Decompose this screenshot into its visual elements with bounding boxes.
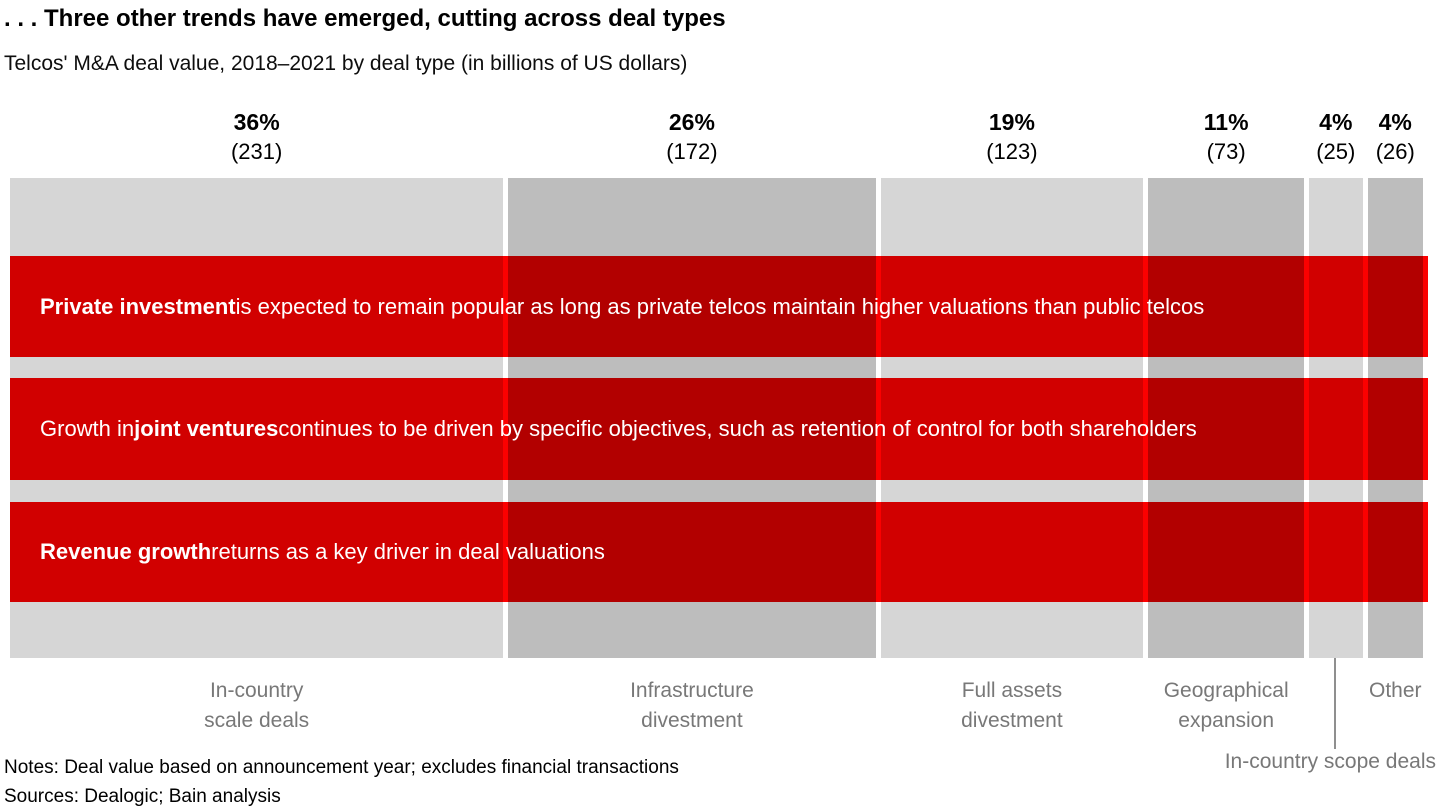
mosaic-cell xyxy=(1148,502,1305,602)
page-title: . . . Three other trends have emerged, c… xyxy=(4,5,726,32)
mosaic-cell xyxy=(1367,378,1424,480)
pct-value: 19% xyxy=(988,109,1035,135)
column-headers: 36% (231) 26% (172) 19% (123) 11% (73) 4… xyxy=(10,106,1428,166)
label-full-assets-divestment: Full assets divestment xyxy=(961,679,1063,732)
label-in-country-scale-deals: In-country scale deals xyxy=(204,679,310,732)
total-value: (25) xyxy=(1316,139,1356,164)
notes-text: Notes: Deal value based on announcement … xyxy=(4,757,679,778)
pct-value: 11% xyxy=(1203,109,1249,135)
mosaic-cell xyxy=(880,480,1144,502)
column-header-geographical: 11% (73) xyxy=(1148,106,1304,166)
mosaic-cell xyxy=(508,357,876,378)
band-description: continues to be driven by specific objec… xyxy=(278,416,1197,441)
band-row-private-investment: Private investment is expected to remain… xyxy=(10,256,1428,357)
mosaic-cell xyxy=(1309,178,1363,256)
pct-value: 26% xyxy=(668,109,715,135)
mosaic-row-top-gray xyxy=(10,178,1428,256)
mosaic-cell xyxy=(1309,378,1363,480)
band-row-joint-ventures: Growth in joint ventures continues to be… xyxy=(10,378,1428,480)
mosaic-cell xyxy=(10,357,504,378)
pct-value: 4% xyxy=(1378,109,1412,135)
mosaic-cell xyxy=(10,480,504,502)
mosaic-cell xyxy=(1148,378,1305,480)
band-keyword: Revenue growth xyxy=(40,539,212,564)
mosaic-cell xyxy=(1309,256,1363,357)
band-prefix: Growth in xyxy=(40,416,135,441)
total-value: (231) xyxy=(230,139,283,164)
label-in-country-scope-deals: In-country scope deals xyxy=(1224,750,1436,773)
band-description: is expected to remain popular as long as… xyxy=(235,293,1205,319)
label-geographical-expansion: Geographical expansion xyxy=(1163,679,1289,732)
total-value: (26) xyxy=(1375,139,1415,164)
mosaic-cell xyxy=(10,378,504,480)
mosaic-cell xyxy=(508,256,876,357)
band-text-joint-ventures: Growth in joint ventures continues to be… xyxy=(10,378,1428,480)
total-value: (123) xyxy=(986,139,1038,164)
mosaic-cell xyxy=(508,502,876,602)
pct-value: 36% xyxy=(233,109,280,135)
column-header-in-country-scale: 36% (231) xyxy=(10,106,503,166)
label-infrastructure-divestment: Infrastructure divestment xyxy=(630,679,754,732)
mosaic-cell xyxy=(880,602,1144,658)
band-keyword: joint ventures xyxy=(134,416,279,441)
column-header-infrastructure: 26% (172) xyxy=(508,106,875,166)
band-description: returns as a key driver in deal valuatio… xyxy=(211,539,605,564)
mosaic-chart: Private investment is expected to remain… xyxy=(10,178,1428,658)
chart-subtitle: Telcos' M&A deal value, 2018–2021 by dea… xyxy=(4,52,688,75)
mosaic-cell xyxy=(1148,480,1305,502)
band-text-private-investment: Private investment is expected to remain… xyxy=(10,256,1428,357)
mosaic-cell xyxy=(508,480,876,502)
band-keyword: Private investment xyxy=(40,293,236,319)
mosaic-cell xyxy=(1367,256,1424,357)
mosaic-cell xyxy=(1148,357,1305,378)
callout-line xyxy=(1334,658,1336,749)
mosaic-cell xyxy=(1367,357,1424,378)
mosaic-cell xyxy=(880,502,1144,602)
mosaic-row-gap-2 xyxy=(10,480,1428,502)
mosaic-cell xyxy=(1148,602,1305,658)
band-row-revenue-growth: Revenue growth returns as a key driver i… xyxy=(10,502,1428,602)
mosaic-cell xyxy=(10,256,504,357)
mosaic-cell xyxy=(1367,178,1424,256)
mosaic-row-bottom-gray xyxy=(10,602,1428,658)
band-text-revenue-growth: Revenue growth returns as a key driver i… xyxy=(10,502,1428,602)
column-header-in-country-scope: 4% (25) xyxy=(1309,106,1362,166)
mosaic-cell xyxy=(1148,178,1305,256)
mosaic-cell xyxy=(508,378,876,480)
label-other: Other xyxy=(1368,679,1422,702)
mosaic-row-gap-1 xyxy=(10,357,1428,378)
mosaic-cell xyxy=(1367,480,1424,502)
mosaic-cell xyxy=(1367,502,1424,602)
mosaic-cell xyxy=(1309,602,1363,658)
total-value: (73) xyxy=(1206,139,1246,164)
mosaic-cell xyxy=(1309,357,1363,378)
mosaic-cell xyxy=(10,502,504,602)
total-value: (172) xyxy=(666,139,718,164)
mosaic-cell xyxy=(880,178,1144,256)
mosaic-cell xyxy=(1367,602,1424,658)
mosaic-cell xyxy=(10,602,504,658)
pct-value: 4% xyxy=(1319,109,1353,135)
mosaic-cell xyxy=(1309,480,1363,502)
mosaic-cell xyxy=(10,178,504,256)
mosaic-cell xyxy=(1148,256,1305,357)
column-header-full-assets: 19% (123) xyxy=(881,106,1144,166)
mosaic-cell xyxy=(880,256,1144,357)
sources-text: Sources: Dealogic; Bain analysis xyxy=(4,786,281,807)
mosaic-cell xyxy=(1309,502,1363,602)
mosaic-cell xyxy=(880,357,1144,378)
mosaic-cell xyxy=(508,178,876,256)
column-header-other: 4% (26) xyxy=(1368,106,1424,166)
mosaic-cell xyxy=(880,378,1144,480)
mosaic-cell xyxy=(508,602,876,658)
column-labels: In-country scale deals Infrastructure di… xyxy=(10,676,1428,736)
